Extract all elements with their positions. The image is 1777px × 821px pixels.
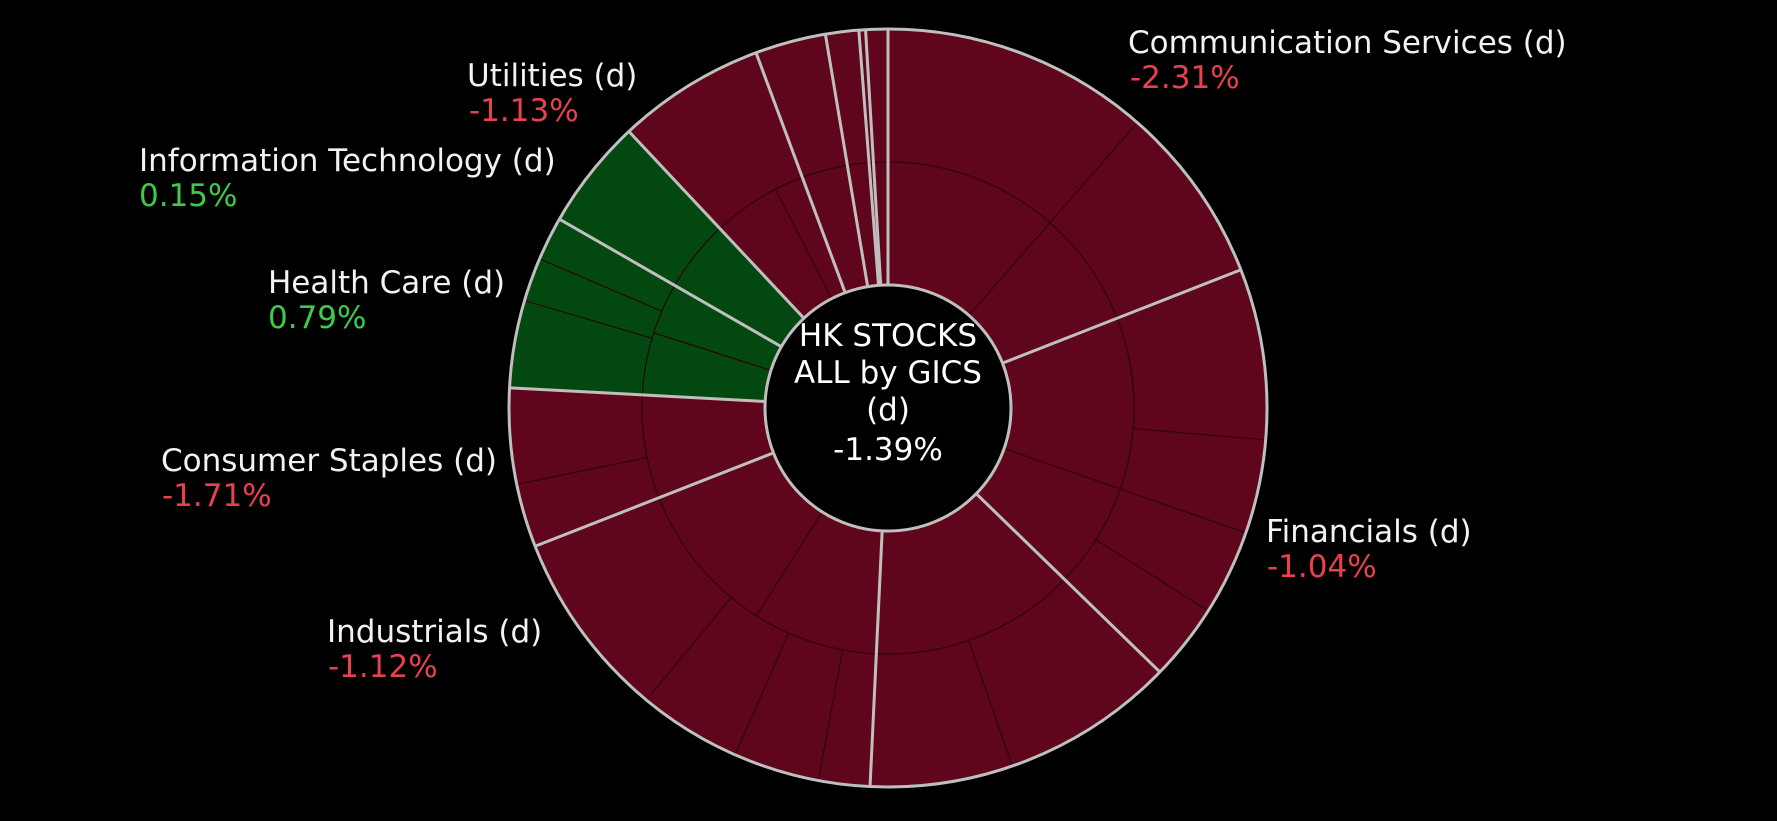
center-title-line-2: ALL by GICS — [794, 355, 982, 391]
center-label: HK STOCKS ALL by GICS (d) -1.39% — [794, 318, 982, 468]
label-industrials-name: Industrials (d) — [327, 614, 542, 650]
label-information-technology-change: 0.15% — [139, 178, 237, 214]
sector-divider-utilities — [628, 131, 806, 320]
label-communication-services-change: -2.31% — [1130, 60, 1240, 96]
center-title-line-3: (d) — [866, 392, 910, 428]
sector-divider-consumer-staples — [535, 451, 775, 548]
center-value: -1.39% — [833, 432, 943, 468]
sector-divider-materials — [824, 34, 870, 287]
sector-divider-energy — [754, 53, 847, 294]
center-disc — [763, 283, 1013, 533]
label-consumer-staples-name: Consumer Staples (d) — [161, 443, 497, 479]
industry-ring — [641, 161, 1135, 655]
sector-divider-other — [857, 31, 881, 286]
label-utilities-change: -1.13% — [469, 93, 579, 129]
sector-divider-real-estate — [864, 30, 883, 286]
center-title-line-1: HK STOCKS — [799, 318, 977, 354]
label-financials-name: Financials (d) — [1266, 514, 1472, 550]
sector-dividers — [510, 30, 1241, 786]
label-industrials-change: -1.12% — [328, 649, 438, 685]
label-communication-services-name: Communication Services (d) — [1128, 25, 1567, 61]
label-financials-change: -1.04% — [1267, 549, 1377, 585]
sector-divider-financials — [1001, 268, 1241, 365]
label-utilities-name: Utilities (d) — [467, 58, 637, 94]
sector-divider-health-care — [510, 386, 766, 403]
label-consumer-staples-change: -1.71% — [162, 478, 272, 514]
outer-rim — [507, 27, 1269, 789]
label-health-care-change: 0.79% — [268, 300, 366, 336]
sector-divider-consumer-discretionary — [868, 530, 884, 786]
label-information-technology-name: Information Technology (d) — [139, 143, 556, 179]
leaf-ring — [509, 29, 1267, 787]
sector-divider-information-technology — [559, 218, 783, 349]
label-health-care-name: Health Care (d) — [268, 265, 505, 301]
sector-divider-industrials — [975, 492, 1161, 673]
